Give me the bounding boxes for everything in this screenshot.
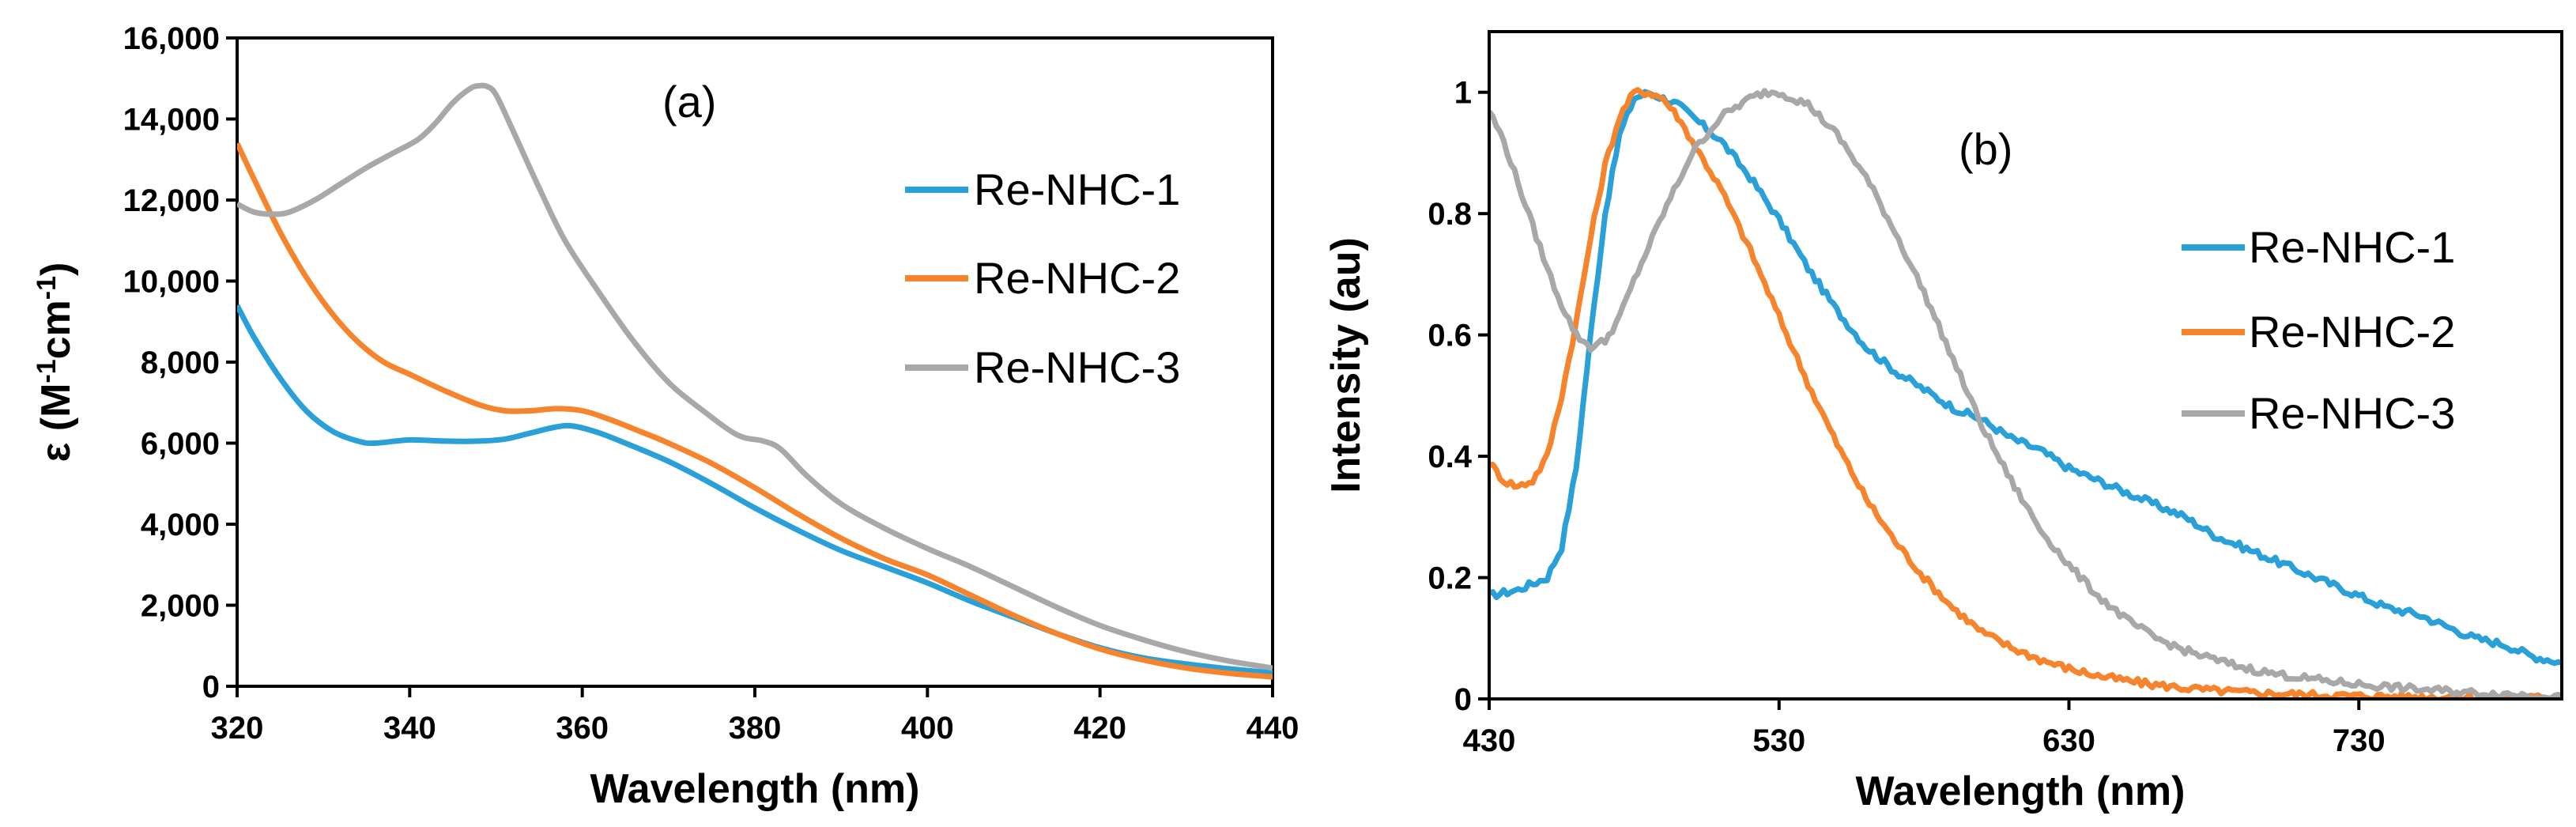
chart-a-x-tick-label: 420: [1073, 711, 1126, 746]
chart-a-y-tick-label: 12,000: [123, 183, 220, 218]
chart-a-y-axis-label: ε (M-1cm-1): [32, 262, 79, 463]
chart-a-x-tick-label: 360: [556, 711, 609, 746]
chart-b-plot-area: [1488, 30, 2563, 700]
chart-a-x-tick-label: 400: [901, 711, 954, 746]
chart-a-y-label-sup2: -1: [32, 276, 62, 300]
chart-a-y-tick-label: 0: [202, 670, 220, 704]
chart-b-x-tick-label: 630: [2042, 723, 2095, 758]
chart-a-x-tick-label: 320: [211, 711, 264, 746]
chart-a-x-tick-label: 340: [383, 711, 436, 746]
chart-b-legend-label-3: Re-NHC-3: [2249, 388, 2455, 438]
chart-a-y-label-sup1: -1: [32, 359, 62, 383]
chart-b-y-tick-label: 0.8: [1428, 197, 1472, 232]
chart-a-x-tick-label: 440: [1247, 711, 1299, 746]
chart-b-x-axis-label: Wavelength (nm): [1856, 768, 2186, 814]
chart-a-y-tick-label: 8,000: [141, 346, 220, 380]
chart-a-legend-label-2: Re-NHC-2: [974, 253, 1180, 303]
chart-b-y-tick-label: 0.2: [1428, 561, 1472, 596]
chart-a-series-re-nhc-2: [237, 142, 1273, 680]
chart-b-y-tick-label: 0: [1454, 682, 1472, 717]
chart-a-y-tick-label: 6,000: [141, 427, 220, 462]
chart-a-y-label-close: ): [33, 262, 79, 276]
chart-a-y-label-mid: cm: [33, 300, 79, 359]
chart-b-series-re-nhc-1: [1489, 89, 2562, 667]
chart-a-x-tick-label: 380: [729, 711, 782, 746]
chart-b-x-tick-label: 730: [2333, 723, 2386, 758]
chart-b-panel-label: (b): [1959, 124, 2012, 174]
chart-b-legend-label-2: Re-NHC-2: [2249, 307, 2455, 357]
chart-a-series-lines: [237, 82, 1273, 680]
chart-b-series-re-nhc-3: [1489, 88, 2562, 699]
chart-a-x-axis-label: Wavelength (nm): [590, 766, 920, 812]
chart-b-axis-ticks: 0 0.2 0.4 0.6 0.8 1 430 530 630 730: [1428, 76, 2385, 758]
chart-b-y-tick-label: 1: [1454, 76, 1472, 111]
chart-a-y-label-main: ε (M: [33, 383, 79, 463]
chart-b-x-tick-label: 530: [1752, 723, 1805, 758]
chart-a: 0 2,000 4,000 6,000 8,000 10,000 12,000 14,000 1…: [32, 21, 1299, 812]
chart-a-y-tick-label: 14,000: [123, 103, 220, 138]
chart-b-legend-label-1: Re-NHC-1: [2249, 222, 2455, 272]
chart-b-legend: Re-NHC-1 Re-NHC-2 Re-NHC-3: [2182, 222, 2455, 438]
chart-a-y-tick-label: 10,000: [123, 265, 220, 300]
chart-a-y-tick-label: 4,000: [141, 508, 220, 542]
chart-a-series-re-nhc-3: [237, 82, 1273, 671]
chart-b-x-tick-label: 430: [1463, 723, 1516, 758]
chart-a-y-tick-label: 16,000: [123, 21, 220, 56]
chart-a-legend: Re-NHC-1 Re-NHC-2 Re-NHC-3: [905, 164, 1180, 392]
chart-b-y-tick-label: 0.6: [1428, 319, 1472, 353]
chart-a-axis-ticks: 0 2,000 4,000 6,000 8,000 10,000 12,000 14,000 1…: [123, 21, 1299, 746]
chart-a-y-tick-label: 2,000: [141, 589, 220, 624]
chart-b-y-tick-label: 0.4: [1428, 440, 1472, 474]
chart-b-y-axis-label: Intensity (au): [1323, 237, 1369, 493]
chart-a-legend-label-1: Re-NHC-1: [974, 164, 1180, 214]
chart-a-legend-label-3: Re-NHC-3: [974, 342, 1180, 392]
chart-a-panel-label: (a): [662, 77, 716, 127]
chart-b: 0 0.2 0.4 0.6 0.8 1 430 530 630 730 (b) Re-NHC-1 …: [1323, 30, 2563, 814]
